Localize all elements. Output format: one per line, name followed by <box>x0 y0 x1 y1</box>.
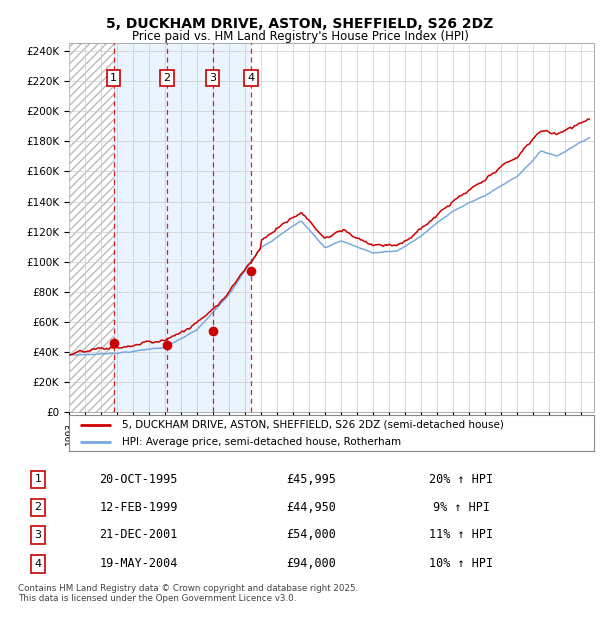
Text: £44,950: £44,950 <box>287 501 337 513</box>
Text: Contains HM Land Registry data © Crown copyright and database right 2025.
This d: Contains HM Land Registry data © Crown c… <box>18 584 358 603</box>
Text: 3: 3 <box>34 530 41 540</box>
Text: £54,000: £54,000 <box>287 528 337 541</box>
Text: 4: 4 <box>34 559 41 569</box>
Text: 5, DUCKHAM DRIVE, ASTON, SHEFFIELD, S26 2DZ (semi-detached house): 5, DUCKHAM DRIVE, ASTON, SHEFFIELD, S26 … <box>121 420 503 430</box>
Text: 20% ↑ HPI: 20% ↑ HPI <box>429 473 493 486</box>
Text: 9% ↑ HPI: 9% ↑ HPI <box>433 501 490 513</box>
Bar <box>113 43 167 412</box>
Text: £45,995: £45,995 <box>287 473 337 486</box>
Text: 1: 1 <box>34 474 41 484</box>
Text: 2: 2 <box>163 73 170 83</box>
Text: 5, DUCKHAM DRIVE, ASTON, SHEFFIELD, S26 2DZ: 5, DUCKHAM DRIVE, ASTON, SHEFFIELD, S26 … <box>106 17 494 32</box>
Text: 12-FEB-1999: 12-FEB-1999 <box>100 501 178 513</box>
Text: 3: 3 <box>209 73 216 83</box>
Bar <box>212 43 251 412</box>
Text: 21-DEC-2001: 21-DEC-2001 <box>100 528 178 541</box>
Text: 10% ↑ HPI: 10% ↑ HPI <box>429 557 493 570</box>
Bar <box>167 43 212 412</box>
Text: 20-OCT-1995: 20-OCT-1995 <box>100 473 178 486</box>
Text: 2: 2 <box>34 502 41 512</box>
Text: 4: 4 <box>248 73 255 83</box>
Bar <box>69 43 113 412</box>
Text: 1: 1 <box>110 73 117 83</box>
Text: HPI: Average price, semi-detached house, Rotherham: HPI: Average price, semi-detached house,… <box>121 437 401 447</box>
Text: 19-MAY-2004: 19-MAY-2004 <box>100 557 178 570</box>
Text: £94,000: £94,000 <box>287 557 337 570</box>
Text: Price paid vs. HM Land Registry's House Price Index (HPI): Price paid vs. HM Land Registry's House … <box>131 30 469 43</box>
Text: 11% ↑ HPI: 11% ↑ HPI <box>429 528 493 541</box>
